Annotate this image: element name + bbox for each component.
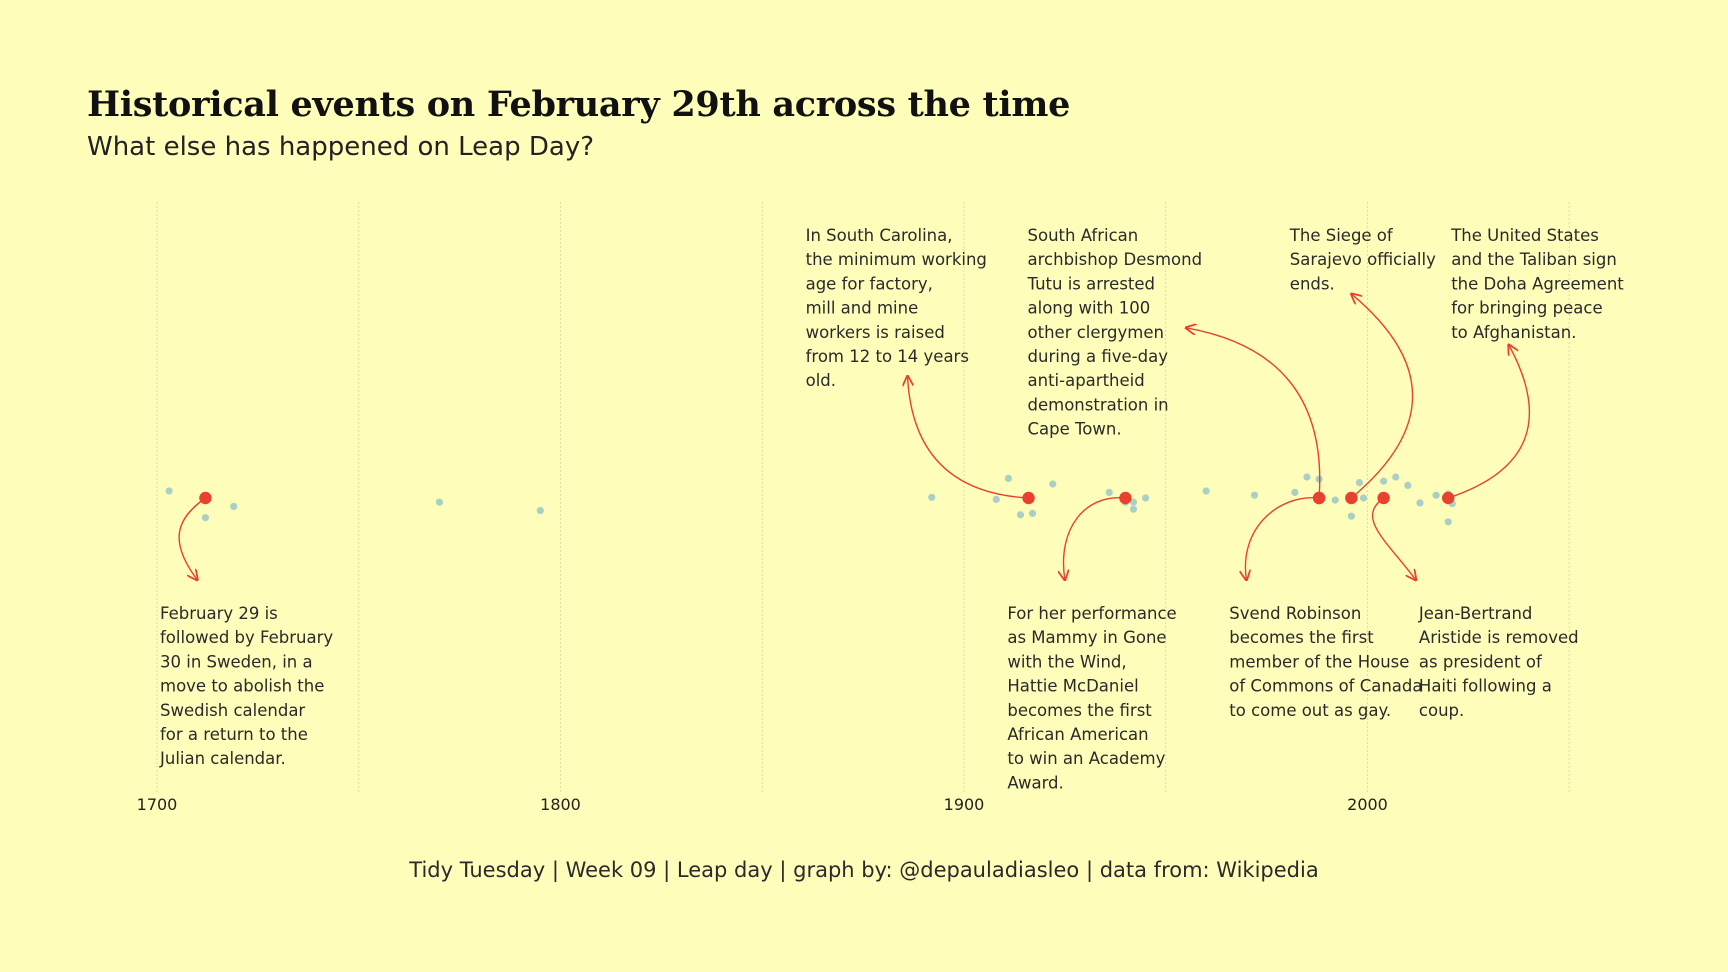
data-point [536,507,544,515]
chart-caption: Tidy Tuesday | Week 09 | Leap day | grap… [409,858,1319,882]
data-point [1303,473,1311,481]
x-tick-label: 2000 [1347,795,1388,814]
data-point [230,502,238,510]
x-tick-label: 1700 [137,795,178,814]
data-point [1016,511,1025,519]
annotation-labels: February 29 is followed by February 30 in … [159,226,1624,792]
data-point [1380,477,1388,485]
highlighted-point [1377,491,1390,505]
data-point [1049,480,1057,488]
data-point [1432,491,1440,499]
highlighted-point [1022,491,1035,505]
data-point [1359,494,1368,502]
data-point [1291,488,1299,496]
data-point [1416,499,1424,507]
data-point [1444,518,1452,526]
annotation-arrow [178,497,206,580]
annotation-arrow [1371,497,1416,580]
highlighted-point [1119,491,1132,505]
highlighted-point [1312,491,1326,505]
annotation-arrow [1064,497,1126,580]
data-point [1331,496,1339,504]
data-point [1250,491,1259,499]
data-point [1404,481,1412,489]
annotation-label: The Siege of Sarajevo officially ends. [1289,226,1436,293]
annotation-label: Svend Robinson becomes the first member of… [1229,604,1422,720]
data-point [1129,498,1138,506]
highlighted-point [199,491,212,505]
chart-title: Historical events on February 29th acros… [87,84,1071,125]
annotation-arrows [178,294,1531,580]
chart-subtitle: What else has happened on Leap Day? [87,132,594,162]
data-point [1202,487,1210,495]
data-point [1105,488,1113,496]
data-point [201,514,210,522]
annotation-label: The United States and the Taliban sign the… [1450,226,1624,342]
data-point [992,495,1000,503]
annotation-label: For her performance as Mammy in Gone with … [1007,604,1176,792]
annotation-arrow [1245,497,1320,580]
data-point [165,487,173,495]
data-point [928,493,936,501]
highlighted-point [1345,491,1358,505]
annotation-arrow [1351,294,1414,499]
data-point [1347,512,1355,520]
annotation-label: Jean-Bertrand Aristide is removed as presi… [1418,604,1579,720]
annotation-arrow [908,376,1029,499]
annotation-label: February 29 is followed by February 30 in … [159,604,333,768]
x-axis: 1700 1800 1900 2000 [137,795,1388,814]
annotation-label: South African archbishop Desmond Tutu is a… [1027,226,1203,439]
highlighted-point [1442,491,1455,505]
data-point [1004,474,1012,482]
data-point [435,498,444,506]
data-point [1392,473,1400,481]
highlighted-points [199,491,1455,505]
annotation-arrow [1186,328,1321,499]
data-point [1355,479,1364,487]
background-points [165,473,1456,526]
gridlines [156,202,1570,794]
x-tick-label: 1800 [540,795,581,814]
annotation-arrow [1447,345,1531,499]
x-tick-label: 1900 [944,795,985,814]
data-point [1129,505,1138,513]
data-point [1028,509,1037,517]
data-point [1141,494,1150,502]
annotation-label: In South Carolina, the minimum working age… [806,226,987,390]
